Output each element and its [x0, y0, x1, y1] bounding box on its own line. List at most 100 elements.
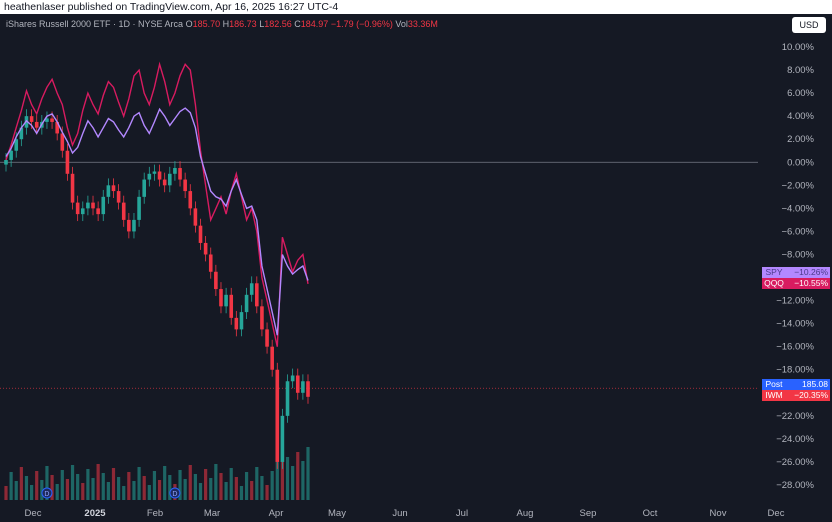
candle-body [239, 312, 244, 330]
volume-bar [183, 479, 187, 500]
y-tick-label: 8.00% [787, 65, 814, 76]
candle-body [116, 191, 121, 203]
dividend-marker[interactable] [169, 487, 181, 499]
candle-body [152, 171, 157, 174]
volume-label: Vol [395, 19, 408, 29]
x-tick-label: Apr [269, 508, 284, 519]
symbol-legend: iShares Russell 2000 ETF · 1D · NYSE Arc… [6, 19, 438, 29]
candle-body [70, 173, 75, 203]
volume-bar [122, 486, 126, 500]
high-value: 186.73 [229, 19, 257, 29]
candle-body [80, 208, 85, 215]
candle-body [127, 219, 131, 232]
y-tick-label: 4.00% [787, 111, 814, 122]
candle-body [9, 150, 13, 160]
y-tick-label: −4.00% [782, 203, 815, 214]
published-text: heathenlaser published on TradingView.co… [4, 1, 339, 13]
volume-bar [91, 478, 95, 500]
dividend-marker[interactable] [41, 487, 53, 499]
candle-body [285, 381, 290, 416]
x-tick-label: Feb [147, 508, 163, 519]
candle-body [188, 191, 193, 209]
axis-tag-value [786, 278, 830, 289]
candle-body [60, 133, 65, 151]
volume-bar [163, 466, 167, 500]
candle-body [183, 179, 187, 192]
volume-bar [147, 485, 151, 500]
axis-tag-symbol [762, 379, 786, 390]
candle-body [249, 283, 254, 295]
volume-bar [35, 471, 39, 500]
candle-body [219, 289, 223, 307]
candle-body [301, 381, 305, 393]
candle-body [229, 294, 234, 318]
volume-bar [296, 452, 300, 500]
volume-bar [239, 486, 244, 500]
candle-body [157, 171, 162, 180]
volume-bar [291, 466, 295, 500]
symbol-name: iShares Russell 2000 ETF · 1D · NYSE Arc… [6, 19, 184, 29]
x-tick-label: Nov [710, 508, 727, 519]
currency-button[interactable]: USD [792, 17, 826, 33]
axis-tag-value [786, 379, 830, 390]
candle-body [198, 225, 203, 243]
axis-tag-symbol [762, 278, 786, 289]
volume-bar [204, 469, 208, 500]
volume-bar [101, 473, 105, 500]
volume-bar [178, 470, 182, 500]
candle-body [193, 208, 198, 226]
candle-body [75, 202, 80, 215]
volume-bar [137, 467, 141, 500]
candle-body [121, 202, 126, 220]
y-tick-label: −18.00% [776, 365, 814, 376]
candle-body [275, 369, 280, 462]
x-tick-label: Mar [204, 508, 220, 519]
volume-bar [301, 461, 305, 500]
volume-bar [65, 479, 70, 500]
volume-bar [306, 447, 310, 500]
volume-bar [260, 476, 264, 500]
candle-body [45, 118, 49, 122]
y-tick-label: −12.00% [776, 296, 814, 307]
axis-tag-value [786, 267, 830, 278]
candle-body [55, 121, 59, 134]
candle-body [270, 346, 274, 370]
volume-bar [19, 467, 23, 500]
candle-body [29, 116, 34, 122]
candle-body [173, 168, 177, 174]
volume-bar [209, 478, 213, 500]
close-value: 184.97 [300, 19, 329, 29]
candle-body [244, 294, 249, 313]
volume-bar [265, 485, 269, 500]
axis-tag-symbol [762, 390, 786, 401]
volume-bar [29, 485, 34, 500]
x-tick-label: Jun [392, 508, 407, 519]
low-label: L [259, 19, 265, 29]
volume-bar [198, 483, 203, 500]
candle-body [224, 294, 228, 307]
x-tick-label: Dec [25, 508, 42, 519]
x-tick-label: Oct [643, 508, 658, 519]
y-tick-label: −8.00% [782, 249, 815, 260]
candle-body [255, 283, 259, 307]
candle-body [34, 121, 39, 128]
candle-body [280, 415, 285, 462]
chart-canvas[interactable]: 10.00% 8.00% 6.00% 4.00% 2.00% 0.00% −2.00% −4.… [0, 14, 832, 522]
series-line-qqq [5, 61, 309, 347]
volume-bar [45, 466, 49, 500]
candle-body [106, 185, 111, 197]
volume-bar [132, 481, 136, 500]
volume-bar [9, 472, 13, 500]
volume-bar [142, 476, 146, 500]
candle-body [142, 179, 147, 197]
x-tick-label: May [328, 508, 346, 519]
volume-bar [55, 484, 59, 500]
volume-bar [157, 480, 162, 500]
axis-tag-symbol-text: SPY [765, 267, 782, 277]
x-tick-label: 2025 [84, 508, 106, 519]
volume-bar [250, 481, 254, 500]
chart-area[interactable]: 10.00% 8.00% 6.00% 4.00% 2.00% 0.00% −2.00% −4.… [0, 14, 832, 522]
axis-tag-symbol-text: QQQ [764, 278, 784, 288]
axis-tag-symbol-text: Post [765, 379, 783, 389]
dividend-label: D [44, 491, 49, 498]
